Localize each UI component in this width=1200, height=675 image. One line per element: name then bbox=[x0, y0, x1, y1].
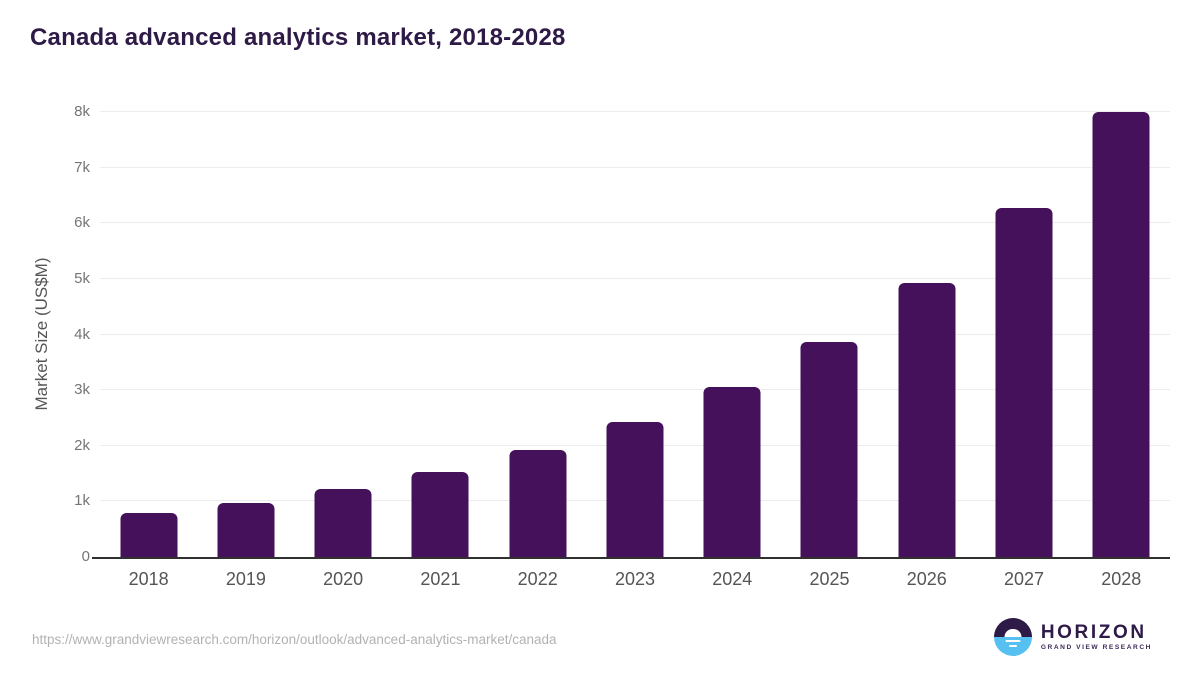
horizon-sunset-icon bbox=[993, 618, 1032, 656]
bar-slot bbox=[100, 112, 197, 557]
y-tick-label: 5k bbox=[74, 269, 90, 287]
x-tick-label: 2025 bbox=[809, 569, 850, 589]
x-tick-label: 2019 bbox=[225, 569, 266, 589]
bar-2022 bbox=[509, 450, 567, 557]
x-axis-line bbox=[92, 557, 1170, 559]
x-axis-tick-labels: 2018 2019 2020 2021 2022 2023 2024 2025 2026 2027… bbox=[100, 569, 1170, 590]
bar-2024 bbox=[703, 386, 761, 557]
plot-area: 2018 2019 2020 2021 2022 2023 2024 2025 2026 2027… bbox=[92, 111, 1170, 589]
gridline bbox=[100, 222, 1170, 224]
y-tick-label: 7k bbox=[74, 158, 90, 176]
source-url: https://www.grandviewresearch.com/horizo… bbox=[32, 632, 557, 647]
gridline bbox=[100, 166, 1170, 168]
bar-2027 bbox=[995, 207, 1053, 557]
y-tick-label: 4k bbox=[74, 325, 90, 343]
bar-2028 bbox=[1092, 112, 1150, 557]
bar-2020 bbox=[314, 489, 372, 557]
y-axis-tick-labels: 0 1k 2k 3k 4k 5k 6k 7k 8k bbox=[30, 103, 90, 565]
bar-slot bbox=[781, 112, 878, 557]
x-tick-label: 2027 bbox=[1004, 569, 1045, 589]
bar-2025 bbox=[800, 341, 858, 557]
wave-line bbox=[1005, 639, 1021, 643]
bar-slot bbox=[392, 112, 489, 557]
x-tick-label: 2024 bbox=[712, 569, 753, 589]
bar-slot bbox=[975, 112, 1072, 557]
gridline bbox=[100, 277, 1170, 279]
bar-2021 bbox=[411, 471, 469, 557]
x-tick-label: 2022 bbox=[517, 569, 558, 589]
bar-slot bbox=[878, 112, 975, 557]
x-tick-label: 2021 bbox=[420, 569, 461, 589]
gridline bbox=[100, 111, 1170, 112]
gridline bbox=[100, 333, 1170, 335]
gridline bbox=[100, 389, 1170, 391]
x-tick-label: 2028 bbox=[1101, 569, 1142, 589]
bar-2018 bbox=[120, 513, 178, 557]
sun-shape bbox=[1004, 629, 1022, 638]
logo-subtitle: GRAND VIEW RESEARCH bbox=[1040, 644, 1152, 651]
bar-slot bbox=[586, 112, 683, 557]
wave-line bbox=[1008, 644, 1017, 647]
bar-2023 bbox=[606, 421, 664, 557]
y-tick-label: 0 bbox=[81, 548, 90, 565]
bar-slot bbox=[684, 112, 781, 557]
bar-2019 bbox=[217, 503, 275, 557]
bar-slot bbox=[197, 112, 294, 557]
bar-slot bbox=[1073, 112, 1170, 557]
x-tick-label: 2023 bbox=[614, 569, 655, 589]
bar-slot bbox=[489, 112, 586, 557]
bar-2026 bbox=[898, 282, 956, 557]
y-tick-label: 8k bbox=[74, 103, 90, 120]
y-tick-label: 3k bbox=[74, 381, 90, 399]
logo-text: HORIZON GRAND VIEW RESEARCH bbox=[1041, 622, 1152, 652]
horizon-logo: HORIZON GRAND VIEW RESEARCH bbox=[993, 618, 1152, 656]
bars-container bbox=[100, 112, 1170, 557]
x-tick-label: 2020 bbox=[323, 569, 364, 589]
bar-slot bbox=[295, 112, 392, 557]
y-tick-label: 2k bbox=[74, 436, 90, 454]
y-tick-label: 6k bbox=[74, 214, 90, 232]
chart-title: Canada advanced analytics market, 2018-2… bbox=[30, 24, 566, 51]
x-tick-label: 2018 bbox=[128, 569, 169, 589]
logo-title: HORIZON bbox=[1040, 622, 1147, 643]
y-tick-label: 1k bbox=[74, 492, 90, 510]
x-tick-label: 2026 bbox=[906, 569, 947, 589]
